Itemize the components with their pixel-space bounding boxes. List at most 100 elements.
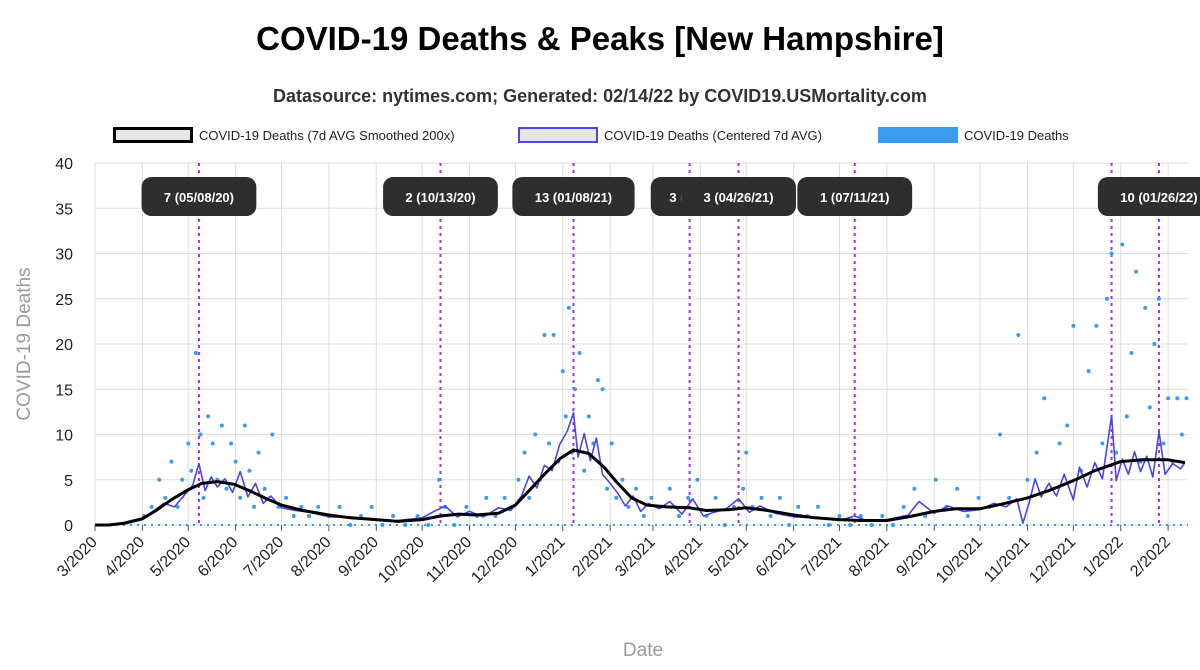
chart-subtitle: Datasource: nytimes.com; Generated: 02/1… bbox=[273, 86, 927, 106]
x-tick-label: 2/2021 bbox=[569, 534, 616, 581]
x-tick-label: 3/2020 bbox=[54, 534, 101, 581]
peak-label: 7 (05/08/20) bbox=[141, 177, 257, 216]
raw-data-point bbox=[210, 441, 215, 446]
raw-data-point bbox=[1147, 405, 1152, 410]
legend-item-raw[interactable]: COVID-19 Deaths bbox=[878, 124, 1069, 146]
x-tick-label: 2/2022 bbox=[1127, 534, 1174, 581]
peak-label-text: 10 (01/26/22) bbox=[1120, 190, 1197, 205]
raw-data-point bbox=[768, 513, 773, 518]
raw-data-point bbox=[316, 504, 321, 509]
raw-data-point bbox=[1025, 477, 1030, 482]
legend-swatch-centered bbox=[518, 127, 598, 143]
raw-data-point bbox=[1016, 332, 1021, 337]
peak-label-box bbox=[512, 177, 635, 216]
raw-data-point bbox=[180, 477, 185, 482]
peak-label-box bbox=[797, 177, 913, 216]
raw-data-point bbox=[551, 332, 556, 337]
raw-data-point bbox=[858, 513, 863, 518]
peak-label-text: 13 (01/08/21) bbox=[535, 190, 612, 205]
legend-item-smoothed[interactable]: COVID-19 Deaths (7d AVG Smoothed 200x) bbox=[113, 124, 455, 146]
raw-data-point bbox=[299, 504, 304, 509]
raw-data-point bbox=[1100, 441, 1105, 446]
legend-label-centered: COVID-19 Deaths (Centered 7d AVG) bbox=[604, 127, 822, 143]
y-tick-label: 5 bbox=[64, 473, 73, 490]
peak-label: 1 (07/11/21) bbox=[797, 177, 913, 216]
raw-data-point bbox=[229, 441, 234, 446]
raw-data-point bbox=[291, 513, 296, 518]
raw-data-point bbox=[595, 378, 600, 383]
raw-data-point bbox=[667, 486, 672, 491]
x-tick-label: 8/2020 bbox=[288, 534, 335, 581]
raw-data-point bbox=[262, 486, 267, 491]
raw-data-point bbox=[464, 504, 469, 509]
x-tick-label: 12/2020 bbox=[468, 534, 521, 587]
raw-data-point bbox=[566, 305, 571, 310]
raw-data-point bbox=[997, 432, 1002, 437]
raw-data-point bbox=[634, 486, 639, 491]
raw-data-point bbox=[348, 523, 353, 527]
raw-data-point bbox=[586, 414, 591, 419]
raw-data-point bbox=[1120, 242, 1125, 247]
raw-data-point bbox=[912, 486, 917, 491]
raw-data-point bbox=[582, 468, 587, 473]
raw-data-point bbox=[976, 495, 981, 500]
raw-data-point bbox=[547, 441, 552, 446]
raw-data-point bbox=[1094, 323, 1099, 328]
peak-label: 10 (01/26/22) bbox=[1097, 177, 1200, 216]
raw-data-point bbox=[238, 495, 243, 500]
raw-data-point bbox=[741, 486, 746, 491]
raw-data-point bbox=[713, 495, 718, 500]
raw-data-point bbox=[527, 495, 532, 500]
raw-data-point bbox=[1134, 269, 1139, 274]
raw-data-point bbox=[563, 414, 568, 419]
raw-data-point bbox=[502, 495, 507, 500]
raw-data-point bbox=[686, 495, 691, 500]
raw-data-point bbox=[600, 387, 605, 392]
raw-data-point bbox=[965, 513, 970, 518]
raw-data-point bbox=[198, 432, 203, 437]
peak-label-text: 2 (10/13/20) bbox=[405, 190, 475, 205]
raw-data-point bbox=[436, 477, 441, 482]
raw-data-point bbox=[1065, 423, 1070, 428]
raw-data-point bbox=[1086, 369, 1091, 374]
x-tick-label: 11/2021 bbox=[981, 534, 1033, 586]
raw-data-point bbox=[1175, 396, 1180, 401]
raw-data-point bbox=[955, 486, 960, 491]
raw-data-point bbox=[516, 477, 521, 482]
raw-data-point bbox=[796, 504, 801, 509]
raw-data-point bbox=[1124, 414, 1129, 419]
y-tick-label: 30 bbox=[55, 247, 73, 264]
y-tick-label: 20 bbox=[55, 337, 73, 354]
raw-data-point bbox=[777, 495, 782, 500]
y-tick-label: 10 bbox=[55, 428, 73, 445]
raw-data-point bbox=[163, 495, 168, 500]
raw-data-point bbox=[201, 495, 206, 500]
raw-data-point bbox=[186, 441, 191, 446]
raw-data-point bbox=[542, 332, 547, 337]
peak-label-text: 1 (07/11/21) bbox=[820, 190, 889, 205]
raw-data-point bbox=[641, 513, 646, 518]
raw-data-point bbox=[614, 495, 619, 500]
x-tick-label: 6/2020 bbox=[195, 534, 242, 581]
x-tick-label: 11/2020 bbox=[423, 534, 475, 586]
y-tick-label: 40 bbox=[55, 156, 73, 173]
raw-data-point bbox=[380, 523, 385, 527]
peak-labels: 7 (05/08/20) 2 (10/13/20) 13 (01/08/21) 3 (… bbox=[141, 177, 1200, 216]
raw-data-point bbox=[426, 523, 431, 527]
raw-data-point bbox=[189, 468, 194, 473]
raw-data-point bbox=[233, 459, 238, 464]
raw-data-point bbox=[1156, 296, 1161, 301]
raw-data-point bbox=[676, 513, 681, 518]
raw-data-point bbox=[759, 495, 764, 500]
raw-data-point bbox=[744, 450, 749, 455]
raw-data-point bbox=[533, 432, 538, 437]
raw-data-point bbox=[722, 523, 727, 527]
raw-data-point bbox=[175, 504, 180, 509]
legend-item-centered[interactable]: COVID-19 Deaths (Centered 7d AVG) bbox=[518, 124, 822, 146]
raw-points bbox=[95, 242, 1189, 527]
x-tick-label: 10/2021 bbox=[933, 534, 986, 587]
raw-data-point bbox=[284, 495, 289, 500]
raw-data-point bbox=[933, 477, 938, 482]
x-tick-label: 3/2021 bbox=[612, 534, 659, 581]
raw-data-point bbox=[1143, 305, 1148, 310]
